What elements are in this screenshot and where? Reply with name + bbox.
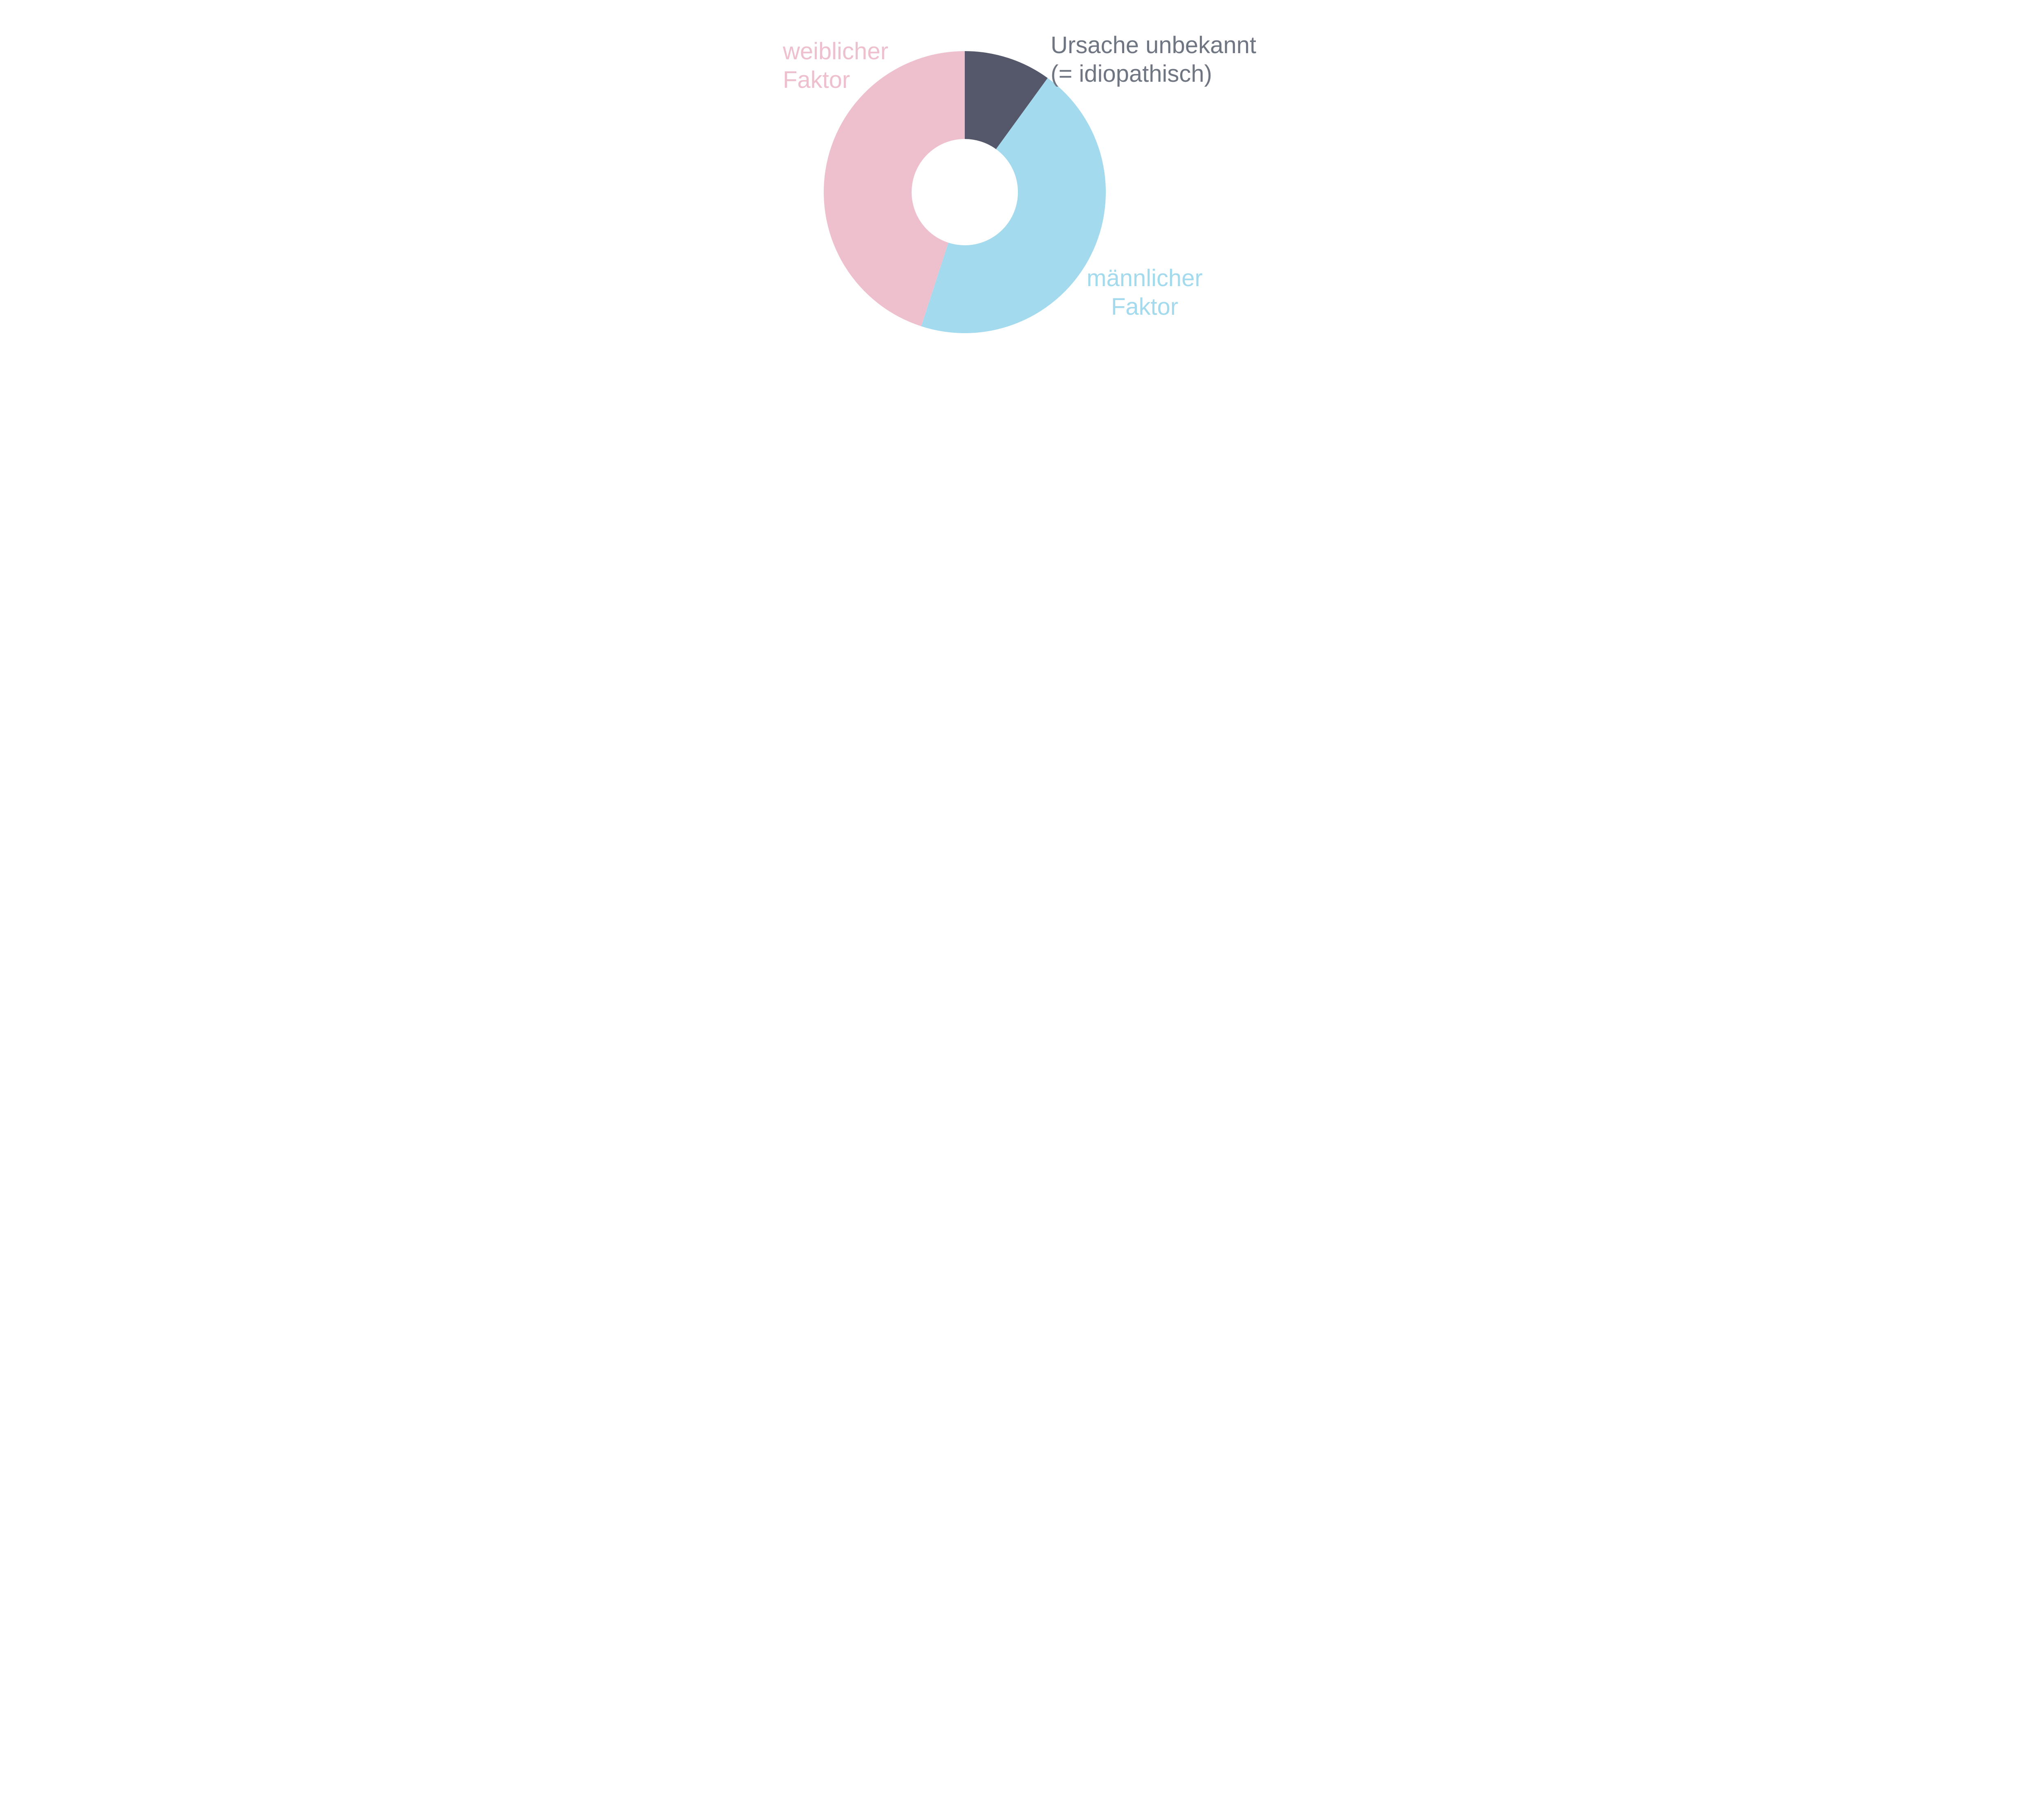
segment-label-unknown: Ursache unbekannt(= idiopathisch) <box>1051 32 1256 87</box>
segment-label-line: männlicher <box>1087 265 1203 291</box>
segment-label-line: (= idiopathisch) <box>1051 60 1212 87</box>
segment-label-male: männlicher Faktor <box>1087 265 1203 320</box>
segment-label-line: Faktor <box>783 67 850 93</box>
donut-chart: Ursache unbekannt(= idiopathisch) männlic… <box>736 0 1308 360</box>
segment-label-female: weiblicherFaktor <box>782 38 888 93</box>
segment-label-line: Ursache unbekannt <box>1051 32 1256 58</box>
segment-label-line: weiblicher <box>782 38 888 65</box>
donut-chart-container: Ursache unbekannt(= idiopathisch) männlic… <box>736 0 1308 360</box>
segment-label-line: Faktor <box>1111 294 1178 320</box>
